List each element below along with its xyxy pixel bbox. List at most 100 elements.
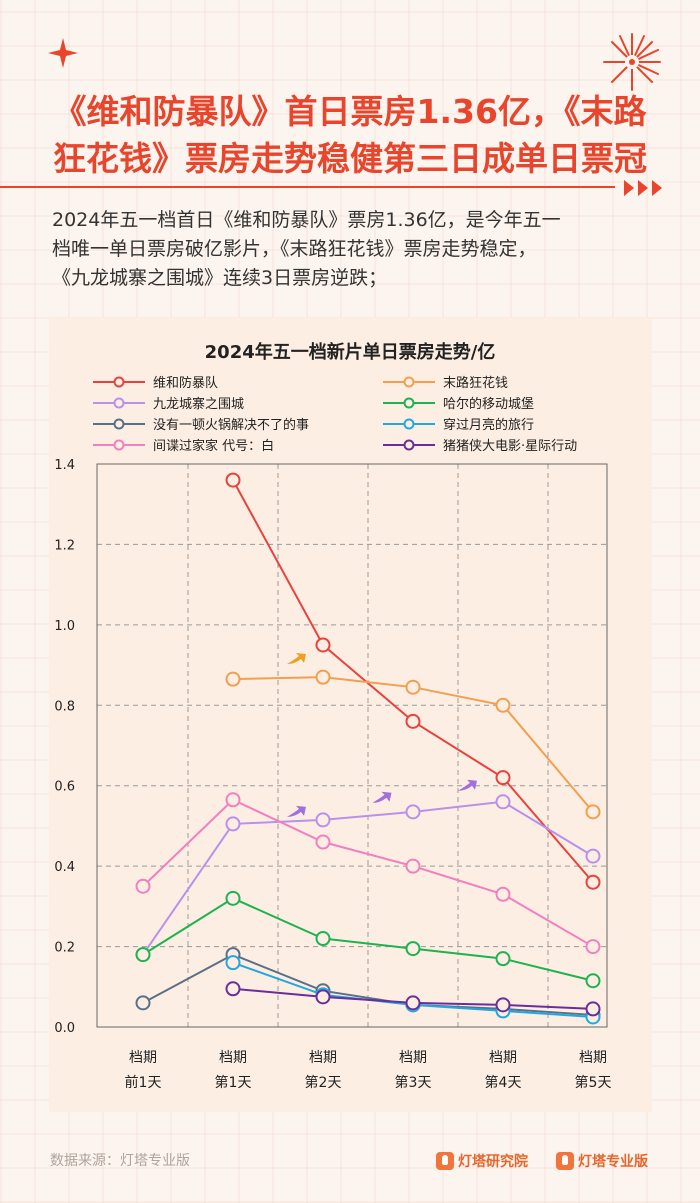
x-tick-label: 第5天 (575, 1074, 612, 1091)
title-divider (0, 186, 615, 188)
plot-frame (96, 463, 608, 1028)
trend-arrow-icon (287, 653, 306, 665)
data-point (405, 679, 421, 695)
data-point (225, 981, 241, 997)
legend-swatch-marker (113, 376, 125, 388)
data-point (405, 995, 421, 1011)
data-point (225, 472, 241, 488)
legend-swatch-marker (403, 418, 415, 430)
intro-line-2: 档唯一单日票房破亿影片，《末路狂花钱》票房走势稳定， (52, 238, 537, 260)
intro-line-1: 2024年五一档首日《维和防暴队》票房1.36亿，是今年五一 (52, 209, 561, 231)
headline-line-2: 狂花钱》票房走势稳健第三日成单日票冠 (53, 139, 647, 178)
data-point (495, 886, 511, 902)
brand-pro: 灯塔专业版 (556, 1151, 648, 1171)
legend-swatch-marker (113, 418, 125, 430)
data-point (585, 874, 601, 890)
legend-swatch-marker (113, 439, 125, 451)
data-point (315, 834, 331, 850)
data-point (585, 939, 601, 955)
data-point (315, 637, 331, 653)
y-tick-label: 0.4 (54, 860, 75, 875)
x-tick-label: 档期 (219, 1050, 247, 1066)
x-tick-label: 第1天 (215, 1074, 252, 1091)
data-point (585, 804, 601, 820)
data-point (585, 1001, 601, 1017)
data-point (315, 931, 331, 947)
legend-swatch-marker (403, 376, 415, 388)
data-point (225, 792, 241, 808)
chart-title: 2024年五一档新片单日票房走势/亿 (205, 341, 496, 363)
x-tick-label: 档期 (129, 1050, 157, 1066)
data-point (405, 713, 421, 729)
legend-swatch-marker (403, 439, 415, 451)
headline-line-1: 《维和防暴队》首日票房1.36亿，《末路 (53, 92, 647, 131)
x-tick-label: 档期 (489, 1050, 517, 1066)
data-point (135, 995, 151, 1011)
data-point (405, 941, 421, 957)
x-tick-label: 档期 (579, 1050, 607, 1066)
x-tick-label: 第4天 (485, 1074, 522, 1091)
x-tick-label: 档期 (399, 1050, 427, 1066)
y-tick-label: 0.8 (54, 699, 75, 714)
headline: 《维和防暴队》首日票房1.36亿，《末路 狂花钱》票房走势稳健第三日成单日票冠 (0, 88, 700, 182)
series-line (232, 676, 594, 813)
trend-arrow-icon (372, 791, 392, 803)
data-point (495, 794, 511, 810)
sparkle-icon (48, 38, 78, 68)
data-point (135, 878, 151, 894)
y-tick-label: 0.0 (54, 1021, 75, 1036)
y-tick-label: 0.2 (54, 941, 75, 956)
brand-research-label: 灯塔研究院 (458, 1154, 528, 1170)
data-point (495, 697, 511, 713)
intro-line-3: 《九龙城寨之围城》连续3日票房逆跌； (52, 267, 388, 289)
x-tick-label: 档期 (309, 1050, 337, 1066)
data-point (225, 671, 241, 687)
data-point (585, 848, 601, 864)
data-point (315, 812, 331, 828)
data-point (225, 890, 241, 906)
triple-chevron-icon (624, 180, 662, 196)
x-tick-label: 第3天 (395, 1074, 432, 1091)
data-point (495, 997, 511, 1013)
legend-label: 没有一顿火锅解决不了的事 (153, 417, 309, 433)
y-tick-label: 1.4 (54, 458, 75, 473)
y-tick-label: 1.2 (54, 538, 75, 553)
legend-label: 穿过月亮的旅行 (443, 417, 534, 433)
series-line (142, 953, 594, 1016)
lighthouse-icon (436, 1152, 454, 1170)
series-line (142, 897, 594, 982)
data-point (135, 947, 151, 963)
legend-label: 末路狂花钱 (443, 375, 508, 391)
x-tick-label: 前1天 (125, 1074, 162, 1091)
trend-arrow-icon (287, 805, 306, 817)
data-point (315, 989, 331, 1005)
trend-arrow-icon (458, 779, 477, 791)
data-point (405, 804, 421, 820)
legend-label: 维和防暴队 (153, 375, 218, 391)
data-point (405, 858, 421, 874)
x-tick-label: 第2天 (305, 1074, 342, 1091)
firework-icon (603, 33, 661, 91)
data-point (495, 770, 511, 786)
series-line (142, 798, 594, 948)
legend-label: 猪猪侠大电影·星际行动 (443, 439, 577, 454)
legend-swatch-marker (403, 397, 415, 409)
data-point (225, 955, 241, 971)
legend-label: 九龙城寨之围城 (153, 396, 244, 412)
data-point (225, 816, 241, 832)
legend-label: 哈尔的移动城堡 (443, 396, 534, 412)
data-point (585, 973, 601, 989)
brand-pro-label: 灯塔专业版 (578, 1154, 648, 1170)
chart-card: 2024年五一档新片单日票房走势/亿维和防暴队 末路狂花钱九龙城寨之围城 哈尔的移动… (49, 318, 652, 1112)
brand-research: 灯塔研究院 (436, 1151, 528, 1171)
data-point (315, 669, 331, 685)
data-point (495, 951, 511, 967)
lighthouse-icon (556, 1152, 574, 1170)
legend-swatch-marker (113, 397, 125, 409)
series-line (142, 800, 594, 956)
y-tick-label: 1.0 (54, 619, 75, 634)
data-source: 数据来源：灯塔专业版 (50, 1153, 190, 1169)
legend-label: 间谍过家家 代号：白 (153, 438, 274, 454)
intro-text: 2024年五一档首日《维和防暴队》票房1.36亿，是今年五一 档唯一单日票房破亿… (52, 206, 662, 293)
